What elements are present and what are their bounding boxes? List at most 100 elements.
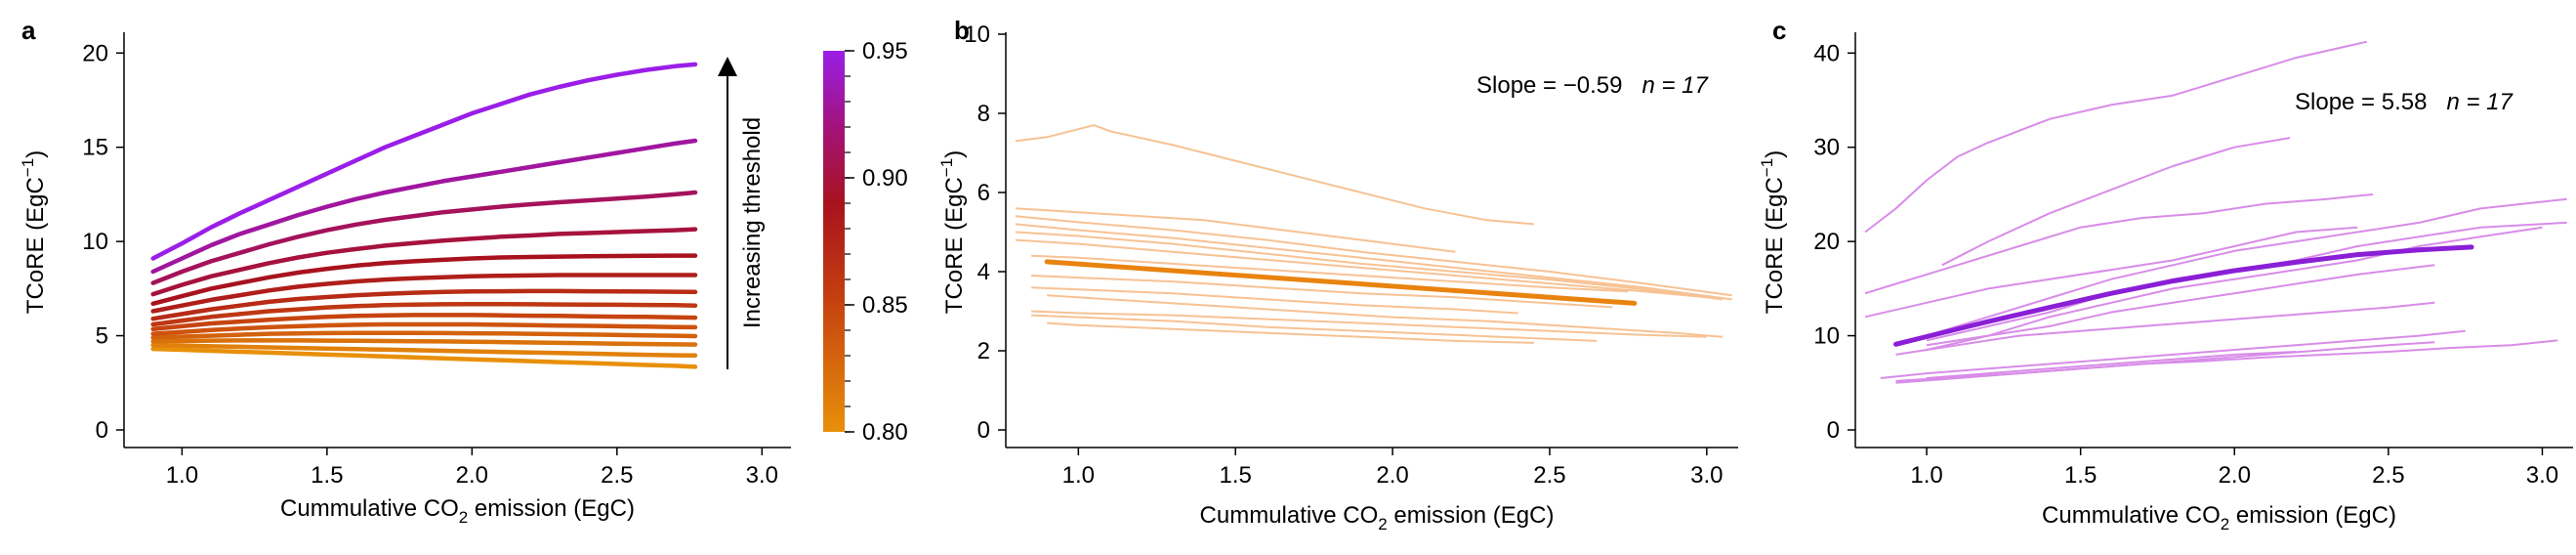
x-tick-label: 1.0 [1062, 462, 1095, 489]
member-line [1047, 321, 1534, 344]
threshold-arrow: Increasing threshold [718, 57, 766, 369]
mean-line [1044, 259, 1638, 306]
mean-line [1893, 244, 2474, 347]
member-line [1015, 215, 1732, 297]
member-line [1031, 254, 1629, 293]
x-tick-label: 1.0 [1910, 462, 1942, 489]
x-tick-label: 2.0 [456, 462, 488, 489]
member-line [1031, 314, 1598, 342]
member-line [1031, 310, 1707, 338]
y-tick-label: 20 [1813, 229, 1840, 255]
member-line [1926, 221, 2567, 342]
threshold-series-line [150, 62, 698, 261]
member-line [1926, 264, 2435, 347]
panel-b-axes: 1.0 1.5 2.0 2.5 3.0 0 2 4 6 8 10 Cummulative CO2 em… [937, 21, 1738, 534]
x-tick-label: 3.0 [746, 462, 778, 489]
member-line [1880, 329, 2466, 379]
y-axis-label: TCoRE (EgC−1) [937, 150, 968, 314]
threshold-series-line [150, 330, 698, 340]
x-tick-label: 2.0 [2219, 462, 2251, 489]
member-line [1031, 286, 1518, 315]
y-tick-label: 10 [82, 229, 108, 255]
colorbar-ticks: 0.80 0.85 0.90 0.95 [845, 38, 908, 446]
x-axis-label: Cummulative CO2 emission (EgC) [2042, 502, 2396, 534]
x-axis-label: Cummulative CO2 emission (EgC) [280, 495, 635, 527]
panel-b-series [1015, 124, 1732, 344]
y-tick-label: 20 [82, 40, 108, 66]
threshold-series-line [150, 138, 698, 275]
colorbar-tick-label: 0.95 [862, 38, 908, 64]
threshold-arrow-label: Increasing threshold [739, 117, 766, 328]
x-tick-label: 2.5 [2372, 462, 2404, 489]
y-tick-label: 10 [1813, 323, 1840, 350]
panel-a-letter: a [21, 16, 36, 45]
member-line [1895, 339, 2558, 384]
member-line [1895, 341, 2435, 382]
member-line [1015, 207, 1456, 253]
y-tick-label: 0 [96, 417, 108, 444]
member-line [1015, 124, 1534, 226]
panel-c-slope-annotation: Slope = 5.58 n = 17 [2295, 89, 2514, 115]
y-tick-label: 0 [1827, 417, 1840, 444]
colorbar-gradient [823, 51, 845, 432]
panel-b-slope-annotation: Slope = −0.59 n = 17 [1476, 72, 1710, 99]
member-line [1015, 238, 1707, 299]
threshold-series-line [150, 342, 698, 359]
panel-a: a 1.0 1.5 2.0 2.5 3.0 0 5 10 15 20 Cummulative CO2… [19, 16, 908, 527]
member-line [1864, 226, 2358, 319]
member-line [1926, 351, 2297, 379]
member-line [1031, 275, 1613, 309]
x-tick-label: 1.5 [311, 462, 343, 489]
y-tick-label: 6 [977, 180, 990, 206]
member-line [1926, 226, 2543, 351]
threshold-series-line [150, 346, 698, 369]
x-tick-label: 1.5 [2064, 462, 2097, 489]
y-axis-label: TCoRE (EgC−1) [1758, 150, 1788, 314]
x-tick-label: 1.0 [166, 462, 198, 489]
x-tick-label: 2.0 [1376, 462, 1408, 489]
panel-c-axes: 1.0 1.5 2.0 2.5 3.0 0 10 20 30 40 Cummulative CO2 … [1758, 32, 2573, 534]
x-tick-label: 3.0 [2526, 462, 2558, 489]
y-tick-label: 5 [96, 323, 108, 350]
threshold-series-line [150, 301, 698, 327]
threshold-series-line [150, 288, 698, 321]
colorbar-tick-label: 0.80 [862, 419, 908, 446]
x-tick-label: 2.5 [1533, 462, 1565, 489]
panel-a-series [150, 62, 698, 369]
threshold-series-line [150, 253, 698, 307]
x-tick-label: 2.5 [601, 462, 633, 489]
threshold-series-line [150, 313, 698, 332]
member-line [1015, 223, 1732, 301]
y-tick-label: 10 [964, 21, 990, 48]
x-axis-label: Cummulative CO2 emission (EgC) [1200, 502, 1555, 534]
colorbar-tick-label: 0.85 [862, 292, 908, 319]
colorbar: 0.80 0.85 0.90 0.95 [823, 38, 908, 446]
x-tick-label: 1.5 [1220, 462, 1252, 489]
y-axis-label: TCoRE (EgC−1) [19, 150, 49, 314]
y-tick-label: 4 [977, 259, 990, 285]
y-tick-label: 0 [977, 417, 990, 444]
member-line [1047, 294, 1723, 338]
panel-a-axes: 1.0 1.5 2.0 2.5 3.0 0 5 10 15 20 Cummulative CO2 e… [19, 32, 791, 527]
threshold-series-line [150, 273, 698, 314]
y-tick-label: 8 [977, 101, 990, 127]
y-tick-label: 2 [977, 338, 990, 364]
member-line [1015, 231, 1724, 301]
threshold-series-line [150, 338, 698, 347]
member-line [1926, 197, 2567, 337]
y-tick-label: 15 [82, 135, 108, 161]
threshold-series-line [150, 321, 698, 336]
panel-c-series [1864, 40, 2567, 384]
y-tick-label: 40 [1813, 40, 1840, 66]
member-line [1895, 301, 2435, 356]
member-line [1941, 137, 2291, 267]
panel-c-letter: c [1772, 16, 1786, 45]
panel-b: b 1.0 1.5 2.0 2.5 3.0 0 2 4 6 8 10 Cummulative CO2 … [937, 16, 1738, 534]
colorbar-tick-label: 0.90 [862, 165, 908, 192]
member-line [1864, 192, 2374, 295]
member-line [1864, 40, 2368, 234]
panel-b-letter: b [954, 16, 970, 45]
y-tick-label: 30 [1813, 135, 1840, 161]
threshold-series-line [150, 190, 698, 285]
